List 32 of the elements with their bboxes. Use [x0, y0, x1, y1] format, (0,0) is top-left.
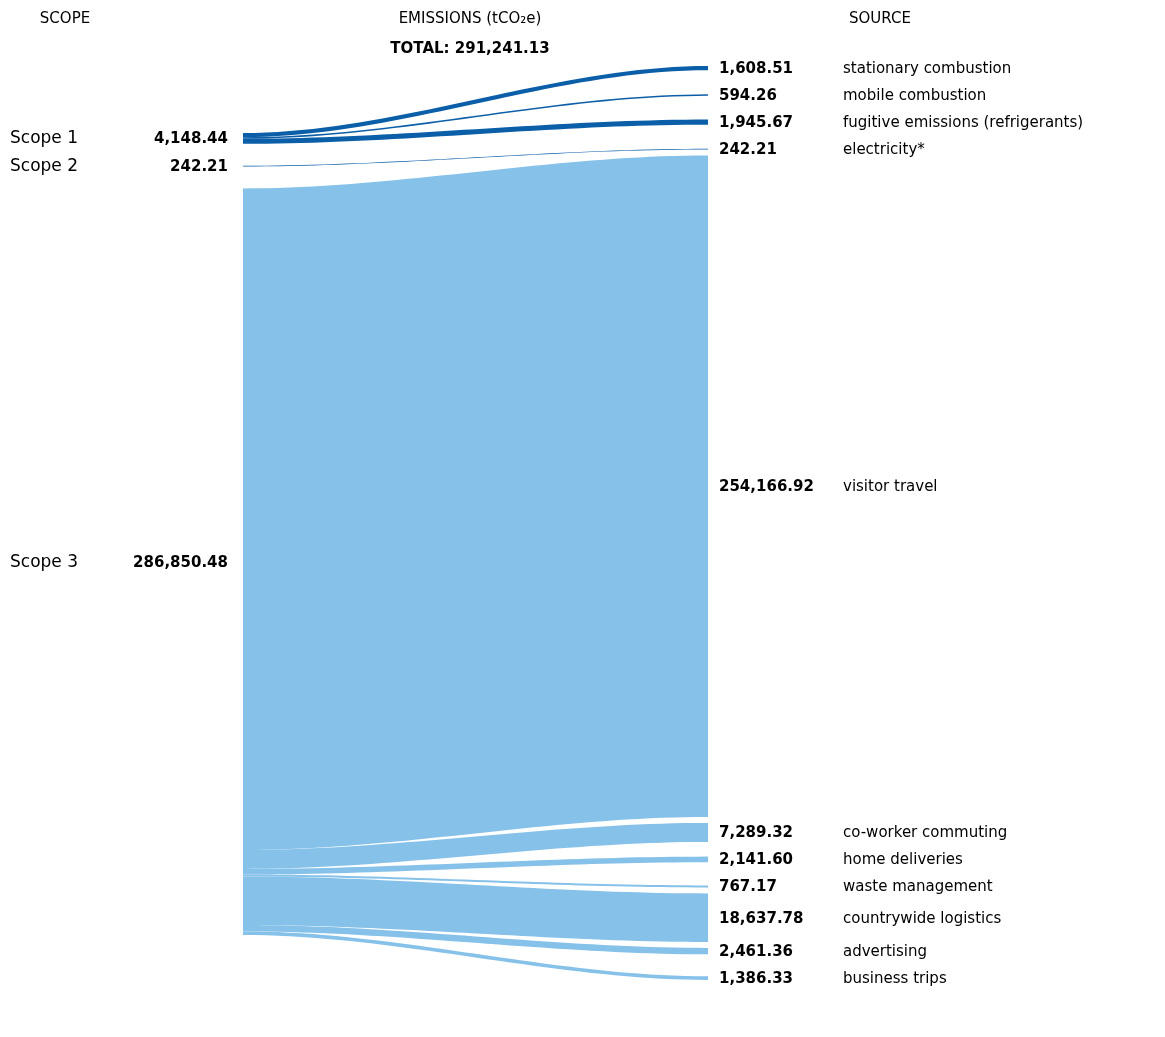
data-label: 254,166.92: [719, 477, 814, 496]
data-label: 2,461.36: [719, 942, 794, 961]
data-label: 767.17: [719, 877, 777, 896]
text: SOURCE: [849, 9, 911, 27]
text: visitor travel: [843, 477, 938, 496]
text: TOTAL: 291,241.13: [390, 39, 550, 57]
data-label: 1,945.67: [719, 113, 794, 132]
data-label: 242.21: [170, 157, 228, 176]
text: countrywide logistics: [843, 908, 1002, 927]
text: business trips: [843, 969, 947, 988]
category-label: Scope 1: [10, 127, 79, 148]
data-label: 2,141.60: [719, 850, 794, 869]
data-label: 594.26: [719, 86, 777, 105]
text: home deliveries: [843, 850, 964, 869]
data-label: 1,386.33: [719, 969, 794, 988]
data-label: 286,850.48: [133, 552, 228, 571]
text: EMISSIONS (tCO₂e): [398, 9, 542, 27]
text: advertising: [843, 942, 928, 961]
text: mobile combustion: [843, 86, 987, 105]
data-label: 1,608.51: [719, 59, 794, 78]
text: stationary combustion: [843, 59, 1012, 78]
data-label: 4,148.44: [153, 129, 228, 148]
category-label: Scope 3: [10, 550, 79, 571]
text: waste management: [843, 877, 993, 896]
text: fugitive emissions (refrigerants): [843, 113, 1084, 132]
category-label: Scope 2: [10, 155, 79, 176]
text: SCOPE: [39, 9, 91, 27]
text: co-worker commuting: [843, 823, 1008, 842]
data-label: 18,637.78: [719, 908, 804, 927]
data-label: 242.21: [719, 140, 777, 159]
data-label: 7,289.32: [719, 823, 794, 842]
text: electricity*: [843, 140, 926, 159]
